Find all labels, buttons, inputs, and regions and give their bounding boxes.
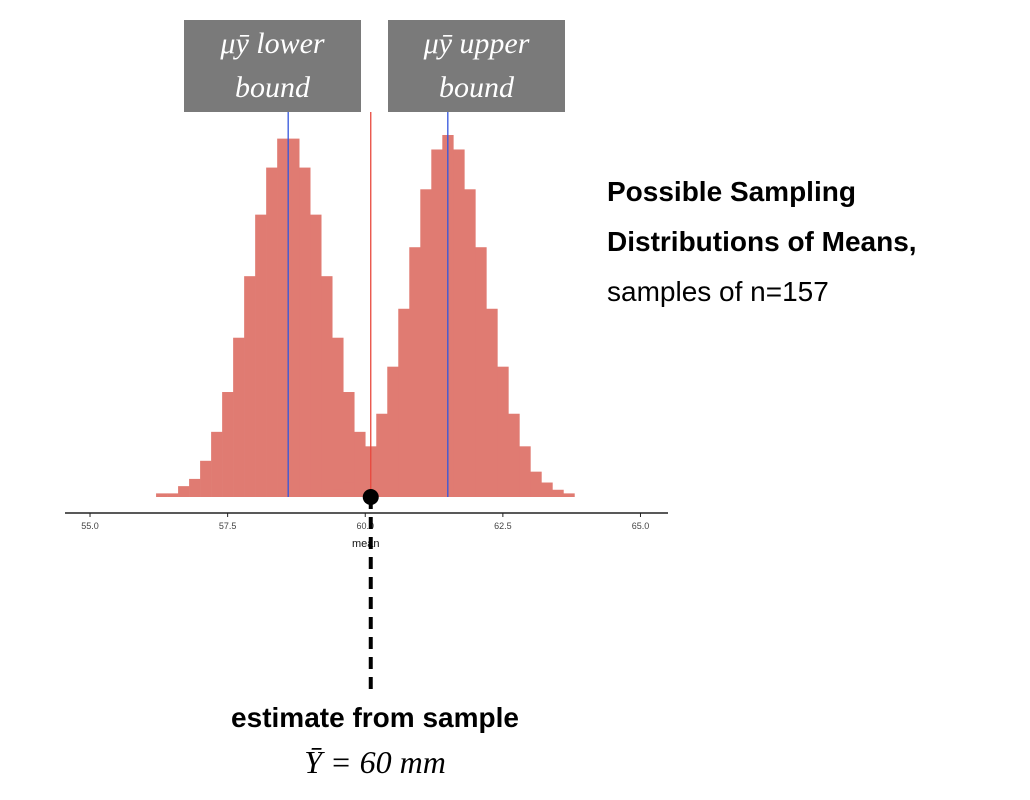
estimate-label: estimate from sample [231,702,519,733]
x-tick-label: 65.0 [632,521,650,531]
estimate-formula: Ȳ = 60 mm [304,744,446,780]
bar [464,189,476,498]
side-subtitle: samples of n=157 [607,276,829,307]
bar [475,247,487,497]
bar [178,486,190,497]
bar [244,276,256,497]
bar [299,167,311,497]
bar [486,308,498,497]
x-tick-label: 57.5 [219,521,237,531]
bar [563,493,575,497]
bar [497,366,509,497]
bar [343,482,355,497]
bar [288,138,300,497]
bar [266,167,278,497]
bar [277,138,289,497]
side-title: Possible Sampling Distributions of Means… [607,176,917,257]
bar [332,337,344,497]
bar [420,189,432,498]
bar [222,392,234,497]
bar [310,214,322,497]
x-tick-label: 62.5 [494,521,512,531]
bar [519,446,531,497]
bar [354,471,366,497]
upper-bound-label: μȳ upper bound [388,20,565,112]
bar [156,493,168,497]
bar [189,478,201,497]
bar [453,149,465,498]
x-tick-label: 60.0 [356,521,374,531]
bar [387,366,399,497]
bar [321,493,333,497]
bar [530,471,542,497]
bar [343,392,355,497]
bar [431,149,443,498]
bar [233,337,245,497]
bar [211,431,223,497]
bar [332,489,344,497]
bar [167,493,179,497]
bar [508,413,520,497]
x-axis-label: mean [352,538,380,550]
bar [321,276,333,497]
bar [398,308,410,497]
bar [409,247,421,497]
bar [552,489,564,497]
bar [255,214,267,497]
lower-bound-label: μȳ lower bound [184,20,361,112]
bar [376,413,388,497]
x-tick-label: 55.0 [81,521,99,531]
bar [200,460,212,497]
bar [541,482,553,497]
estimate-point [362,489,379,505]
bar [354,431,366,497]
